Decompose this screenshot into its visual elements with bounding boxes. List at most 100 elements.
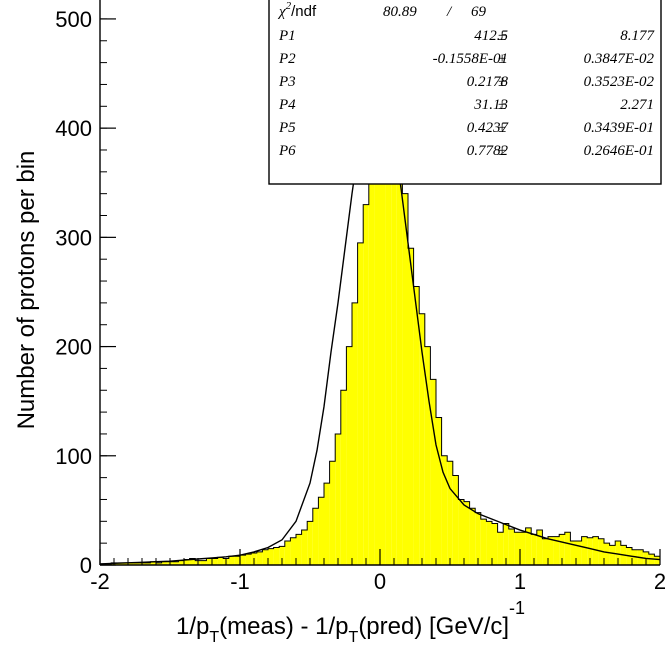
param-plus-minus: ±	[498, 51, 506, 67]
histogram-bin	[352, 302, 358, 565]
param-value: 412.5	[474, 28, 508, 44]
param-name: P2	[278, 51, 296, 67]
param-error: 0.3847E-02	[584, 51, 655, 67]
histogram-bin	[284, 540, 291, 565]
histogram-bin	[329, 461, 336, 565]
histogram-bin	[497, 532, 504, 565]
histogram-bin	[290, 537, 296, 565]
histogram-bin	[380, 63, 386, 565]
histogram-bin	[178, 560, 184, 565]
x-tick-label: 0	[374, 569, 386, 594]
histogram-bin	[161, 561, 168, 565]
param-name: P3	[278, 74, 296, 90]
histogram-bin	[436, 417, 442, 565]
histogram-bin	[312, 508, 319, 565]
histogram-bin	[396, 155, 403, 566]
param-error: 2.271	[620, 97, 654, 113]
histogram-bin	[296, 534, 302, 565]
histogram-bin	[150, 561, 156, 565]
histogram-bin	[374, 128, 380, 565]
histogram-bin	[335, 433, 341, 565]
x-tick-label: -2	[90, 569, 110, 594]
param-value: 0.4237	[467, 120, 510, 136]
histogram-bin	[592, 536, 599, 565]
param-value: 0.2178	[467, 74, 509, 90]
x-axis-title: 1/pT(meas) - 1/pT(pred) [GeV/c]-1	[176, 598, 525, 646]
y-tick-label: 400	[55, 116, 92, 141]
histogram-bin	[615, 540, 621, 565]
histogram-bin	[452, 475, 459, 565]
histogram-bin	[385, 95, 392, 565]
param-plus-minus: ±	[498, 28, 506, 44]
param-plus-minus: ±	[498, 143, 506, 159]
histogram-bin	[307, 521, 313, 565]
histogram-bin	[212, 558, 218, 565]
histogram-bin	[503, 523, 509, 565]
chi2-label: χ2/ndf	[277, 0, 317, 20]
histogram-bin	[413, 286, 420, 565]
histogram-bin	[559, 534, 565, 565]
y-tick-label: 100	[55, 444, 92, 469]
histogram-bin	[391, 128, 397, 565]
x-tick-label: 2	[654, 569, 666, 594]
histogram-bin	[553, 536, 560, 565]
param-name: P1	[278, 28, 296, 44]
histogram-bin	[189, 558, 196, 565]
histogram-bin	[514, 532, 520, 565]
histogram-bin	[234, 556, 240, 565]
histogram-bin	[464, 501, 470, 565]
ndf-value: 69	[471, 4, 487, 20]
histogram-bin	[346, 346, 352, 565]
param-name: P4	[278, 97, 296, 113]
histogram-bin	[122, 562, 128, 565]
param-value: 0.7782	[467, 143, 509, 159]
histogram-bin	[156, 562, 162, 565]
param-error: 0.2646E-01	[584, 143, 654, 159]
axes: -2 -1 0 1 2 0 100 200 300 400 500	[55, 0, 666, 594]
histogram-bin	[245, 554, 252, 565]
histogram-bin	[368, 155, 375, 566]
param-value: -0.1558E-01	[433, 51, 508, 67]
histogram-bin	[520, 532, 526, 565]
histogram-bin	[144, 562, 151, 565]
histogram-bin	[458, 499, 464, 565]
histogram-bin	[441, 455, 448, 565]
histogram-bin	[301, 530, 308, 565]
histogram-bin	[548, 536, 554, 565]
histogram-bin	[475, 512, 481, 565]
histogram-bin	[262, 549, 268, 565]
histogram-bin	[525, 527, 532, 565]
histogram-bin	[357, 242, 364, 565]
histogram-bin	[363, 204, 369, 565]
histogram-bin	[480, 519, 487, 565]
histogram-bin	[206, 558, 212, 565]
histogram-bin	[609, 545, 616, 565]
histogram-bin	[128, 562, 134, 565]
histogram-bin	[447, 461, 453, 565]
y-axis-title: Number of protons per bin	[13, 151, 40, 430]
param-plus-minus: ±	[498, 120, 506, 136]
histogram-bin	[508, 528, 515, 565]
histogram-bin	[240, 555, 246, 565]
histogram-bin	[268, 548, 274, 565]
histogram-bin	[542, 538, 548, 565]
x-tick-label: -1	[230, 569, 250, 594]
histogram-bin	[256, 551, 263, 565]
histogram-bin	[564, 532, 571, 565]
histogram-bin	[273, 547, 280, 565]
histogram-bin	[184, 559, 190, 565]
param-name: P5	[278, 120, 296, 136]
histogram-bin	[492, 523, 498, 565]
histogram-bin	[318, 497, 324, 565]
x-tick-label: 1	[514, 569, 526, 594]
param-error: 0.3523E-02	[584, 74, 655, 90]
y-tick-label: 300	[55, 225, 92, 250]
histogram-bin	[587, 537, 593, 565]
histogram-bin	[419, 313, 425, 565]
chi2-slash: /	[446, 4, 453, 20]
y-tick-label: 200	[55, 335, 92, 360]
histogram-bin	[430, 379, 436, 565]
histogram-bin	[172, 561, 179, 565]
